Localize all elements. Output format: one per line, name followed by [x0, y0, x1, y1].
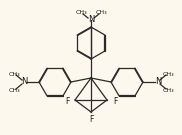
Text: CH₃: CH₃	[162, 72, 174, 77]
Text: CH₃: CH₃	[162, 87, 174, 92]
Text: F: F	[65, 97, 69, 105]
Text: F: F	[89, 114, 93, 124]
Text: N: N	[155, 77, 161, 87]
Text: N: N	[21, 77, 27, 87]
Text: F: F	[113, 97, 117, 105]
Text: CH₃: CH₃	[8, 72, 20, 77]
Text: CH₃: CH₃	[75, 11, 87, 16]
Text: N: N	[88, 14, 94, 23]
Text: CH₃: CH₃	[8, 87, 20, 92]
Text: CH₃: CH₃	[95, 11, 107, 16]
